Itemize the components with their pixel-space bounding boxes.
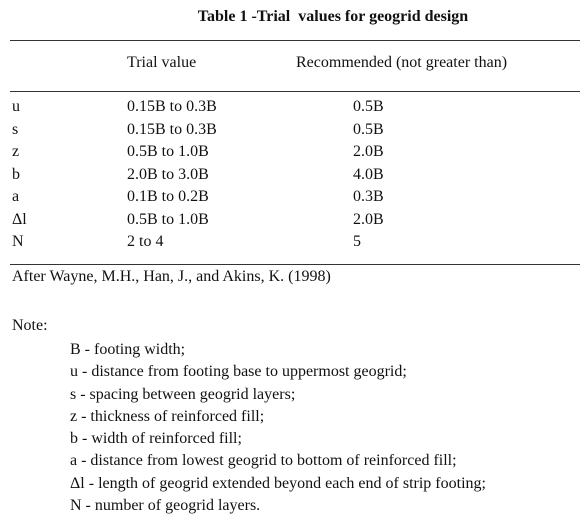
row-recommended-value: 0.3B — [353, 188, 384, 205]
row-trial-value: 0.1B to 0.2B — [127, 188, 209, 205]
note-item: Δl - length of geogrid extended beyond e… — [70, 474, 486, 492]
row-recommended-value: 2.0B — [353, 210, 384, 228]
table-row: Δl 0.5B to 1.0B 2.0B — [0, 209, 586, 232]
table-row: a 0.1B to 0.2B 0.3B — [0, 186, 586, 209]
note-item: a - distance from lowest geogrid to bott… — [70, 452, 457, 470]
note-item: s - spacing between geogrid layers; — [70, 385, 296, 403]
table-header-rule — [10, 91, 580, 92]
column-header-recommended: Recommended (not greater than) — [296, 54, 508, 71]
row-recommended-value: 0.5B — [353, 120, 384, 138]
table-row: s 0.15B to 0.3B 0.5B — [0, 119, 586, 142]
row-symbol: z — [12, 143, 20, 160]
row-recommended-value: 0.5B — [353, 98, 384, 115]
note-item: N - number of geogrid layers. — [70, 497, 261, 515]
table-bottom-rule — [10, 264, 580, 265]
row-trial-value: 2.0B to 3.0B — [127, 165, 209, 183]
row-trial-value: 0.15B to 0.3B — [127, 98, 217, 115]
row-trial-value: 2 to 4 — [127, 233, 164, 250]
table-top-rule — [10, 40, 580, 41]
row-symbol: N — [12, 233, 24, 250]
note-list: B - footing width; u - distance from foo… — [70, 339, 486, 517]
row-trial-value: 0.5B to 1.0B — [127, 210, 209, 228]
table-row: N 2 to 4 5 — [0, 231, 586, 254]
column-header-trial-value: Trial value — [127, 54, 197, 71]
table-row: z 0.5B to 1.0B 2.0B — [0, 141, 586, 164]
note-item: b - width of reinforced fill; — [70, 430, 242, 448]
row-recommended-value: 2.0B — [353, 143, 384, 160]
table-row: u 0.15B to 0.3B 0.5B — [0, 96, 586, 119]
note-item: u - distance from footing base to upperm… — [70, 363, 407, 381]
note-item: z - thickness of reinforced fill; — [70, 407, 265, 425]
table-body: u 0.15B to 0.3B 0.5B s 0.15B to 0.3B 0.5… — [0, 96, 586, 254]
row-symbol: Δl — [12, 210, 27, 228]
note-heading: Note: — [12, 317, 48, 334]
note-item: B - footing width; — [70, 341, 186, 358]
row-recommended-value: 5 — [353, 233, 361, 250]
table-title: Table 1 -Trial values for geogrid design — [197, 8, 469, 25]
row-symbol: b — [12, 165, 20, 183]
row-recommended-value: 4.0B — [353, 165, 384, 183]
table-row: b 2.0B to 3.0B 4.0B — [0, 164, 586, 187]
row-symbol: u — [12, 98, 20, 115]
row-symbol: s — [12, 120, 19, 138]
table-source-citation: After Wayne, M.H., Han, J., and Akins, K… — [12, 268, 331, 285]
row-trial-value: 0.5B to 1.0B — [127, 143, 209, 160]
row-trial-value: 0.15B to 0.3B — [127, 120, 217, 138]
row-symbol: a — [12, 188, 20, 205]
